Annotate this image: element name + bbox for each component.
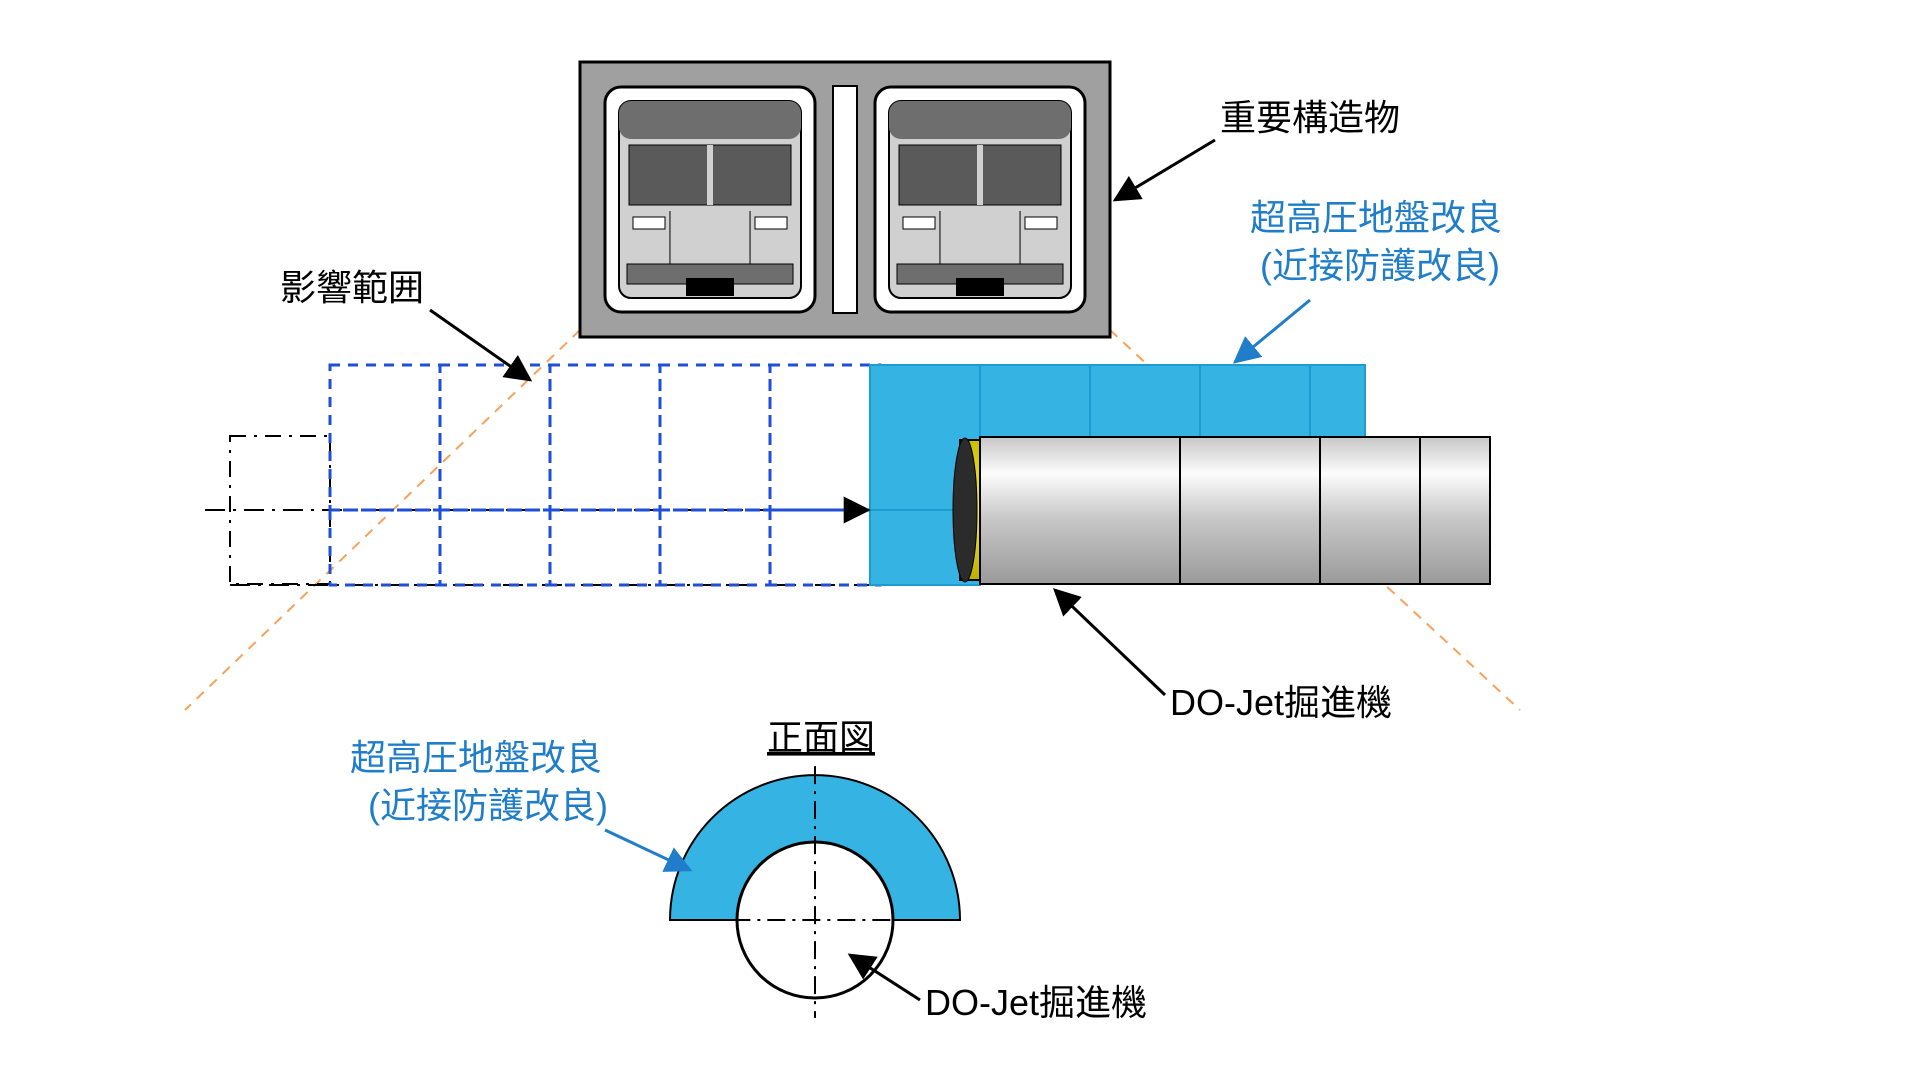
- influence-line: [185, 330, 580, 710]
- planned-cell: [440, 365, 550, 510]
- machine-face: [953, 438, 977, 582]
- leader-line: [1115, 140, 1215, 200]
- planned-cell: [550, 365, 660, 510]
- label-dojet-front: DO-Jet掘進機: [925, 982, 1147, 1023]
- train-icon: [619, 101, 801, 298]
- label-jet-front-1: 超高圧地盤改良: [350, 737, 602, 778]
- side-view: [205, 365, 1490, 585]
- leader-line: [1055, 590, 1165, 695]
- planned-cell: [770, 365, 880, 510]
- do-jet-machine: [980, 437, 1490, 584]
- front-view: [670, 766, 960, 1018]
- label-front-title: 正面図: [767, 717, 875, 758]
- planned-cell-bottom: [550, 510, 660, 585]
- label-important: 重要構造物: [1220, 97, 1400, 138]
- tunnel-divider: [833, 86, 857, 313]
- label-jet-2: (近接防護改良): [1260, 245, 1500, 286]
- leader-line: [605, 830, 690, 870]
- planned-cell-bottom: [770, 510, 880, 585]
- leader-line: [1235, 300, 1310, 362]
- tunnel-box: [580, 62, 1110, 337]
- planned-cell-bottom: [660, 510, 770, 585]
- label-jet-front-2: (近接防護改良): [368, 785, 608, 826]
- train-icon: [889, 101, 1071, 298]
- label-jet-1: 超高圧地盤改良: [1250, 197, 1502, 238]
- planned-cell-bottom: [440, 510, 550, 585]
- label-dojet-side: DO-Jet掘進機: [1170, 682, 1392, 723]
- diagram-canvas: 重要構造物影響範囲超高圧地盤改良(近接防護改良)DO-Jet掘進機正面図超高圧地…: [0, 0, 1920, 1080]
- planned-cell: [660, 365, 770, 510]
- planned-cell: [330, 365, 440, 510]
- leader-line: [430, 310, 530, 380]
- label-influence: 影響範囲: [280, 267, 424, 308]
- planned-cell-bottom: [330, 510, 440, 585]
